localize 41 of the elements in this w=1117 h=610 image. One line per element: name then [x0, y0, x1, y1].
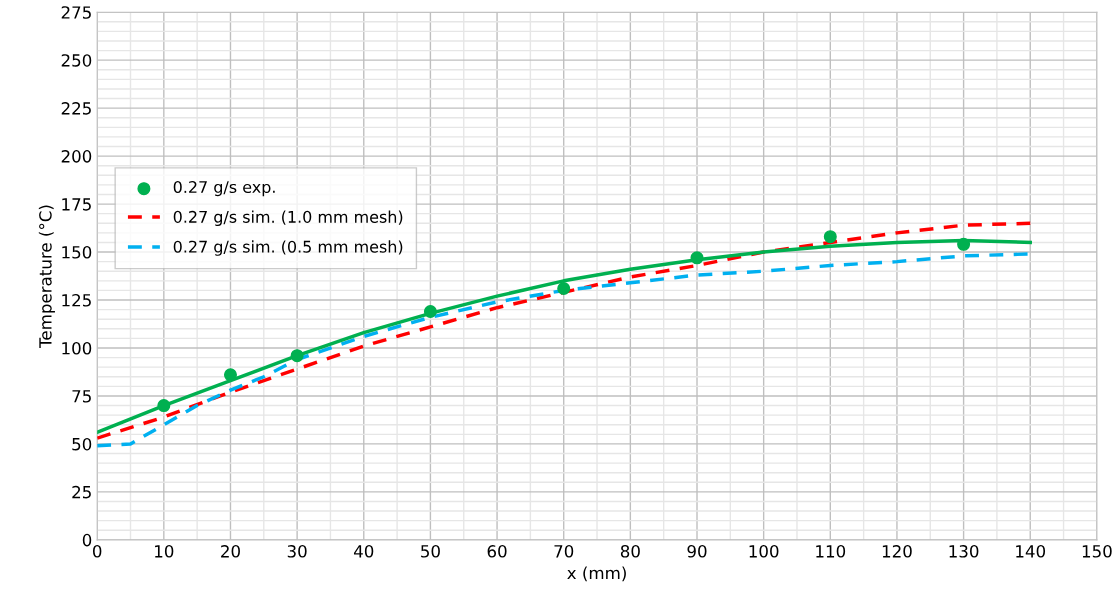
legend-label: 0.27 g/s sim. (0.5 mm mesh): [173, 240, 403, 256]
y-tick-label: 225: [61, 102, 91, 115]
x-tick-label: 20: [221, 545, 240, 558]
legend-label: 0.27 g/s sim. (1.0 mm mesh): [173, 210, 403, 226]
x-tick-label: 130: [949, 545, 979, 558]
y-tick-label: 125: [62, 293, 91, 307]
y-tick-label: 0: [82, 533, 92, 547]
y-tick-label: 25: [72, 485, 91, 499]
x-tick-label: 30: [287, 545, 307, 558]
point: [223, 368, 237, 382]
x-tick-label: 40: [353, 545, 374, 558]
x-tick-label: 110: [816, 545, 846, 558]
point: [290, 349, 304, 363]
point: [823, 230, 837, 244]
x-tick-label: 140: [1016, 545, 1046, 558]
x-tick-label: 120: [882, 545, 912, 558]
y-tick-label: 50: [72, 437, 92, 451]
x-tick-label: 10: [155, 545, 174, 558]
x-tick-label: 90: [687, 545, 707, 558]
point: [157, 399, 171, 413]
x-tick-label: 80: [620, 545, 640, 558]
point: [957, 237, 971, 251]
x-tick-label: 150: [1082, 545, 1112, 558]
x-axis-title: x (mm): [567, 566, 626, 582]
point: [557, 281, 571, 296]
x-tick-label: 60: [487, 545, 507, 558]
x-tick-label: 0: [92, 545, 102, 558]
x-tick-label: 100: [749, 545, 779, 558]
y-tick-label: 275: [61, 6, 91, 19]
x-tick-label: 70: [554, 545, 574, 558]
x-tick-label: 50: [421, 545, 440, 558]
y-tick-label: 200: [61, 150, 92, 163]
y-tick-label: 75: [72, 390, 91, 403]
point: [423, 305, 437, 319]
legend-label: 0.27 g/s exp.: [173, 180, 275, 197]
y-axis-title: Temperature (°C): [38, 205, 55, 348]
y-tick-label: 250: [61, 54, 92, 67]
y-tick-label: 175: [62, 198, 91, 211]
y-tick-label: 100: [62, 341, 92, 355]
point: [690, 251, 704, 265]
y-tick-label: 150: [62, 246, 92, 259]
